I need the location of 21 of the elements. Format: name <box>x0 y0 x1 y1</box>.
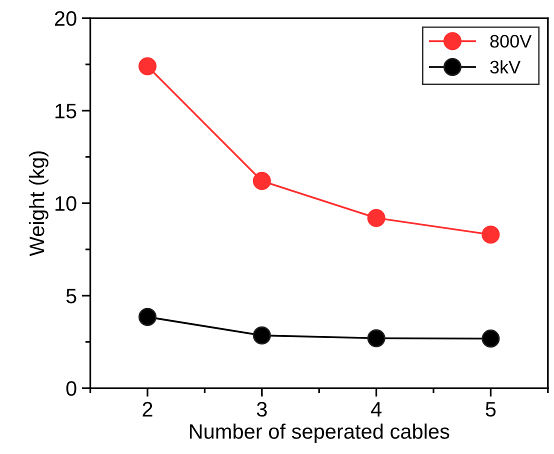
x-tick-label: 4 <box>370 402 382 416</box>
point <box>138 308 157 326</box>
point <box>367 208 386 227</box>
x-tick-label: 3 <box>256 402 267 417</box>
point <box>252 172 271 190</box>
y-tick-label: 5 <box>66 288 76 304</box>
y-axis-title: Weight (kg) <box>28 151 48 256</box>
x-tick-label: 2 <box>142 402 152 416</box>
y-tick-label: 0 <box>66 381 76 396</box>
x-axis-title: Number of seperated cables <box>190 424 450 443</box>
y-tick-label: 20 <box>54 11 76 26</box>
y-tick-label: 10 <box>56 196 76 211</box>
point <box>367 329 386 348</box>
point <box>138 57 157 76</box>
legend-label: 3kV <box>490 60 521 74</box>
legend-label: 800V <box>490 34 532 48</box>
point <box>482 226 500 244</box>
point <box>482 330 500 348</box>
x-tick-label: 5 <box>486 402 496 417</box>
y-tick-label: 15 <box>56 104 76 118</box>
point <box>252 326 271 344</box>
